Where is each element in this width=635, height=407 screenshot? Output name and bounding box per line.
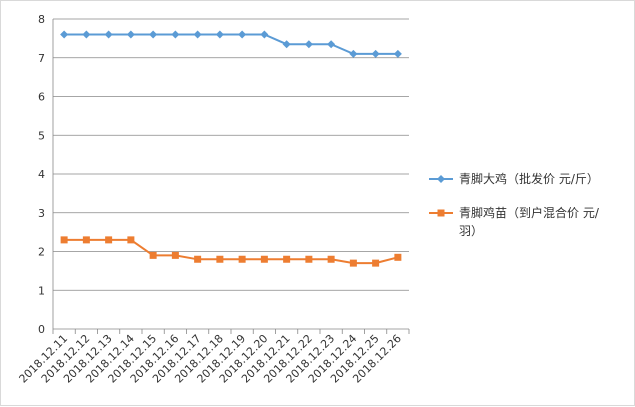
data-point-diamond	[215, 30, 224, 39]
data-point-diamond	[349, 49, 358, 58]
gridlines	[53, 18, 409, 330]
y-tick-label: 4	[38, 168, 45, 181]
y-tick-label: 6	[38, 91, 45, 104]
data-point-diamond	[371, 49, 380, 58]
y-tick-label: 0	[38, 323, 45, 336]
data-point-diamond	[126, 30, 135, 39]
data-point-diamond	[104, 30, 113, 39]
data-point-square	[171, 251, 179, 259]
axes: 0123456782018.12.112018.12.122018.12.132…	[17, 13, 410, 386]
data-point-diamond	[327, 40, 336, 49]
data-point-diamond	[193, 30, 202, 39]
data-point-square	[260, 255, 268, 263]
y-tick-label: 2	[38, 246, 45, 259]
y-tick-label: 8	[38, 13, 45, 26]
data-point-square	[194, 255, 202, 263]
data-point-diamond	[260, 30, 269, 39]
legend-marker-diamond	[437, 175, 445, 183]
data-point-square	[283, 255, 291, 263]
data-point-square	[216, 255, 224, 263]
data-point-square	[372, 259, 380, 267]
data-point-diamond	[304, 40, 313, 49]
y-tick-label: 5	[38, 129, 45, 142]
series-line-2	[64, 238, 399, 265]
y-tick-label: 7	[38, 52, 45, 65]
legend-label: 青脚大鸡（批发价 元/斤）	[459, 171, 599, 186]
legend: 青脚大鸡（批发价 元/斤） 青脚鸡苗（到户混合价 元/羽）	[429, 171, 600, 238]
data-point-diamond	[82, 30, 91, 39]
data-point-square	[305, 255, 313, 263]
data-point-diamond	[238, 30, 247, 39]
series-lines	[60, 30, 402, 267]
data-point-diamond	[149, 30, 158, 39]
series-line-1	[64, 33, 398, 55]
legend-marker-square	[437, 209, 445, 217]
data-point-square	[60, 236, 68, 244]
data-point-square	[327, 255, 335, 263]
data-point-square	[127, 236, 135, 244]
y-tick-label: 3	[38, 207, 45, 220]
legend-label: 青脚鸡苗（到户混合价 元/	[459, 205, 600, 220]
data-point-square	[349, 259, 357, 267]
data-point-diamond	[60, 30, 69, 39]
data-point-square	[149, 251, 157, 259]
data-point-square	[105, 236, 113, 244]
data-point-square	[394, 253, 402, 261]
y-tick-label: 1	[38, 284, 45, 297]
data-point-diamond	[171, 30, 180, 39]
data-point-square	[238, 255, 246, 263]
legend-label: 羽）	[459, 224, 483, 238]
data-point-diamond	[282, 40, 291, 49]
data-point-diamond	[393, 49, 402, 58]
data-point-square	[82, 236, 90, 244]
